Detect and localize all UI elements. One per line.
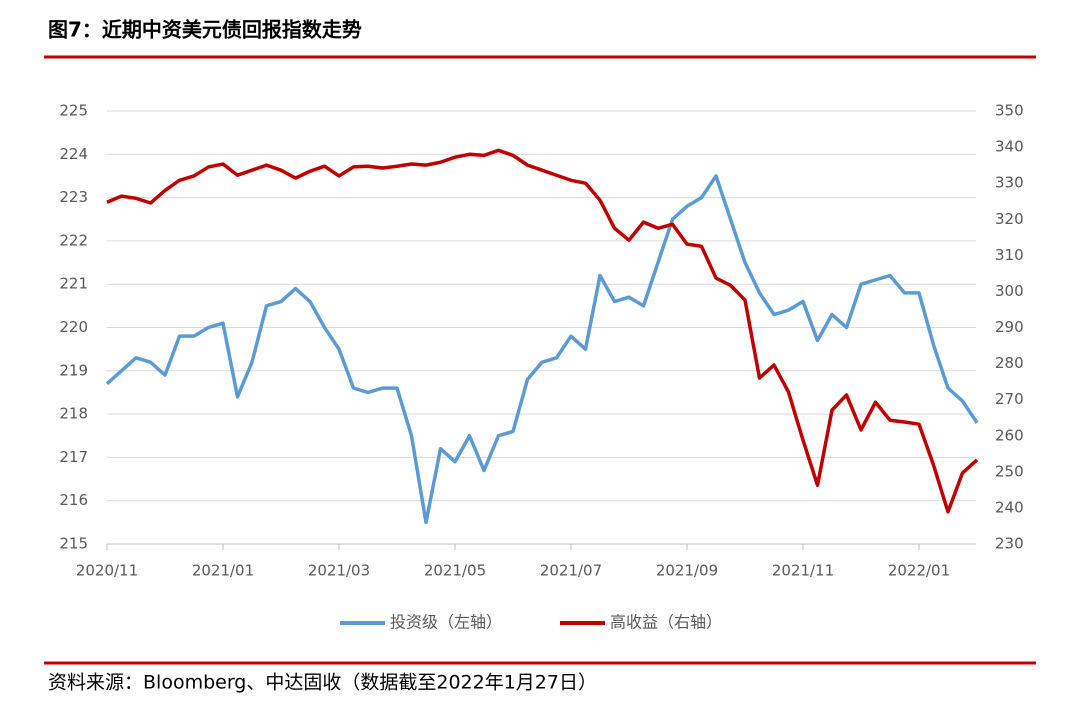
series-line [106,148,979,514]
x-tick-label: 2022/01 [888,562,950,580]
x-tick-label: 2021/11 [772,562,834,580]
y2-tick-label: 270 [995,390,1024,408]
y-tick-label: 216 [59,491,88,509]
y2-tick-label: 280 [995,354,1024,372]
y-tick-label: 220 [59,318,88,336]
y2-tick-label: 350 [995,102,1024,120]
y-tick-label: 225 [59,102,88,120]
x-tick-label: 2021/01 [192,562,254,580]
y-tick-label: 223 [59,188,88,206]
y-tick-label: 218 [59,405,88,423]
y2-tick-label: 230 [995,535,1024,553]
y-tick-label: 217 [59,448,88,466]
y2-tick-label: 320 [995,210,1024,228]
y2-tick-label: 250 [995,462,1024,480]
x-tick-label: 2020/11 [76,562,138,580]
y-tick-label: 224 [59,145,88,163]
y2-tick-label: 310 [995,246,1024,264]
x-tick-label: 2021/07 [540,562,602,580]
y-tick-label: 215 [59,535,88,553]
legend-label: 高收益（右轴） [610,613,722,632]
y2-tick-label: 260 [995,426,1024,444]
chart-title: 图7：近期中资美元债回报指数走势 [48,18,362,42]
y-tick-label: 221 [59,275,88,293]
x-tick-label: 2021/05 [424,562,486,580]
legend-label: 投资级（左轴） [390,613,502,632]
y2-tick-label: 300 [995,282,1024,300]
y-tick-label: 219 [59,361,88,379]
y2-tick-label: 330 [995,174,1024,192]
y2-tick-label: 290 [995,318,1024,336]
x-tick-label: 2021/09 [656,562,718,580]
series-line [105,174,979,525]
y-tick-label: 222 [59,231,88,249]
x-tick-label: 2021/03 [308,562,370,580]
y2-tick-label: 340 [995,138,1024,156]
source-note: 资料来源：Bloomberg、中达固收（数据截至2022年1月27日） [48,672,597,694]
y2-tick-label: 240 [995,498,1024,516]
